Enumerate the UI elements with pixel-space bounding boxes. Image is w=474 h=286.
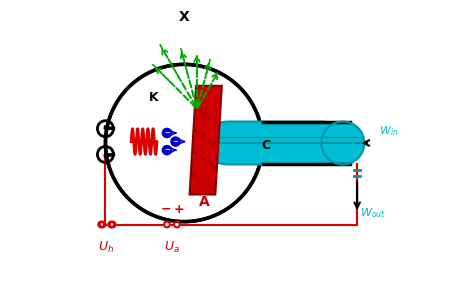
Text: X: X xyxy=(179,10,190,24)
Text: A: A xyxy=(199,195,210,208)
Text: C: C xyxy=(261,139,270,152)
Circle shape xyxy=(98,146,113,162)
Text: −: − xyxy=(164,130,170,136)
Circle shape xyxy=(105,64,263,222)
Circle shape xyxy=(163,128,172,138)
Circle shape xyxy=(171,137,180,146)
Text: −: − xyxy=(164,147,170,153)
FancyBboxPatch shape xyxy=(207,122,343,164)
Circle shape xyxy=(164,222,170,227)
Text: $U_h$: $U_h$ xyxy=(98,240,114,255)
Text: $U_a$: $U_a$ xyxy=(164,240,180,255)
Text: $W_{in}$: $W_{in}$ xyxy=(379,125,398,138)
Polygon shape xyxy=(190,86,222,194)
Text: −: − xyxy=(173,139,178,144)
Text: +: + xyxy=(174,203,184,216)
Circle shape xyxy=(174,222,180,227)
Circle shape xyxy=(100,222,105,227)
Circle shape xyxy=(108,222,114,227)
Text: −: − xyxy=(161,203,172,216)
Circle shape xyxy=(98,222,104,227)
Circle shape xyxy=(98,121,113,137)
Circle shape xyxy=(109,222,116,227)
Circle shape xyxy=(163,146,172,155)
Text: K: K xyxy=(149,91,159,104)
Text: $W_{out}$: $W_{out}$ xyxy=(360,206,386,220)
Circle shape xyxy=(321,122,365,164)
